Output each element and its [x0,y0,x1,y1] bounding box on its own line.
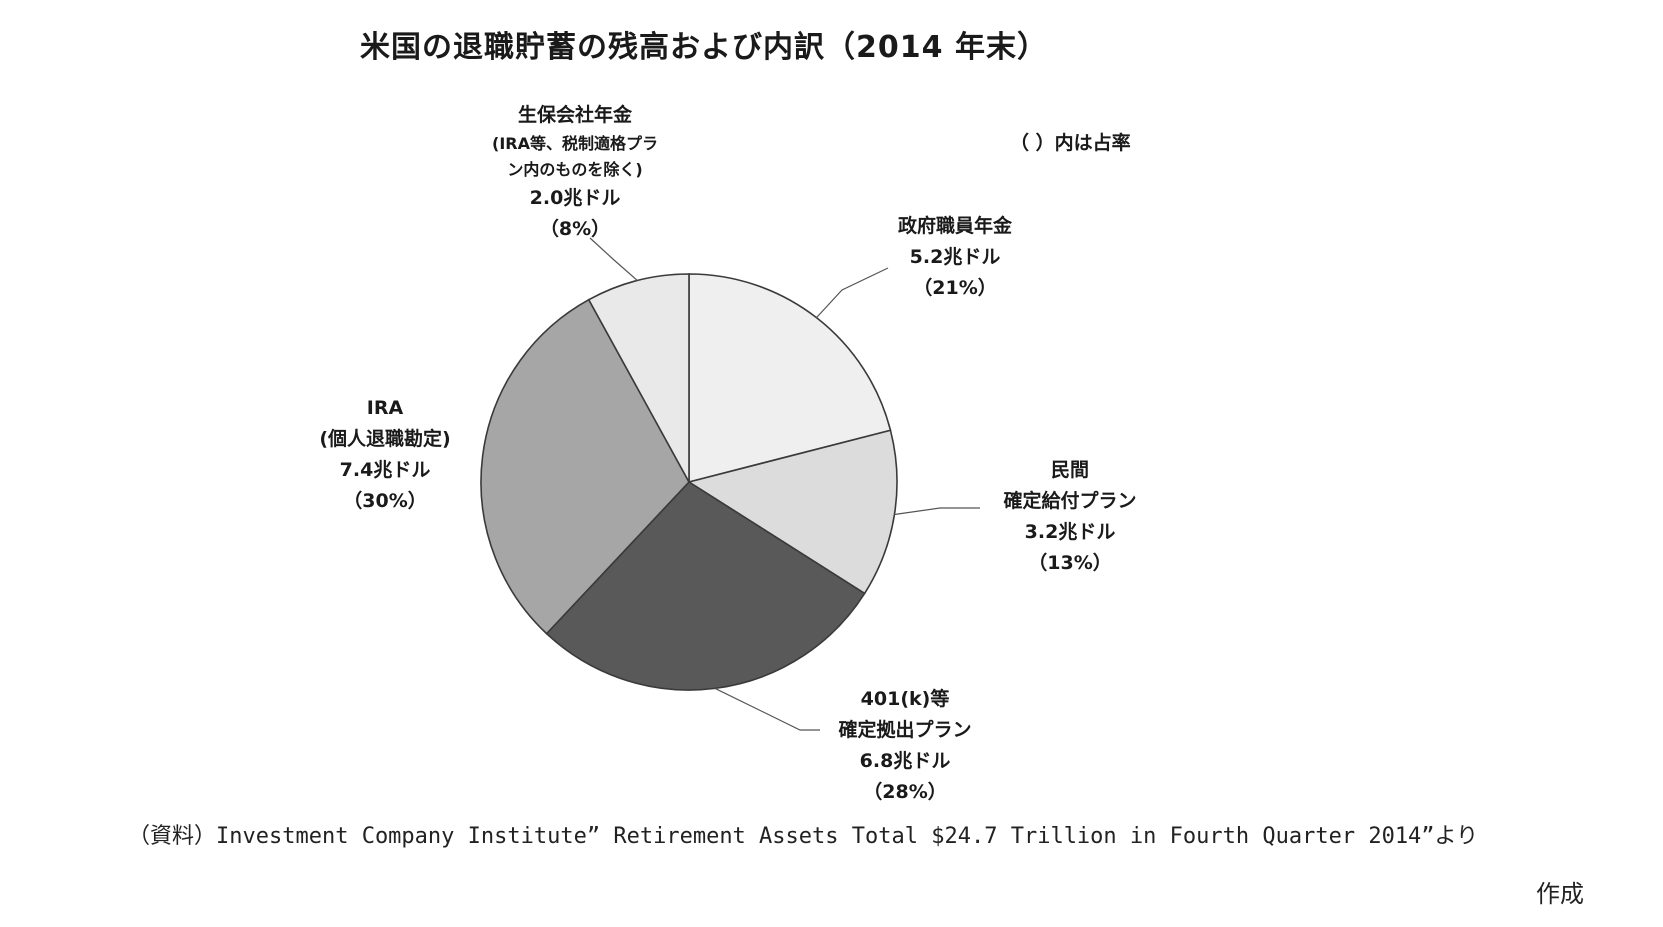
percent-note: （ ）内は占率 [1010,132,1131,154]
chart-title: 米国の退職貯蓄の残高および内訳（2014 年末） [360,30,1048,65]
label-insurance-note1: (IRA等、税制適格プラ [492,134,658,153]
label-government-name: 政府職員年金 [897,215,1012,237]
source-note-cont: 作成 [1536,880,1584,908]
label-government-percent: （21%） [913,277,997,299]
pie-slice [545,480,866,691]
label-dc-value: 6.8兆ドル [859,750,951,772]
label-government-value: 5.2兆ドル [909,246,1001,268]
label-private-db-name2: 確定給付プラン [1003,490,1137,512]
source-note: （資料）Investment Company Institute” Retire… [128,824,1479,849]
label-dc-name2: 確定拠出プラン [838,719,972,741]
pie-slice [587,273,690,483]
leader-line [894,507,980,516]
label-dc: 401(k)等 確定拠出プラン 6.8兆ドル （28%） [805,684,1005,808]
pie-slice [480,298,690,635]
label-dc-name: 401(k)等 [860,688,950,710]
label-ira-name: IRA [366,397,404,419]
label-dc-percent: （28%） [863,781,947,803]
leader-line [816,267,889,319]
label-ira-name2: (個人退職勘定) [319,428,451,450]
label-ira-value: 7.4兆ドル [339,459,431,481]
label-ira: IRA (個人退職勘定) 7.4兆ドル （30%） [285,393,485,517]
pie-slice [687,429,898,595]
leader-line [589,237,638,281]
label-insurance: 生保会社年金 (IRA等、税制適格プラ ン内のものを除く) 2.0兆ドル （8%… [455,100,695,245]
label-private-db-name: 民間 [1050,459,1089,481]
label-private-db: 民間 確定給付プラン 3.2兆ドル （13%） [970,455,1170,579]
label-insurance-value: 2.0兆ドル [529,187,621,209]
label-insurance-name: 生保会社年金 [517,104,632,126]
label-insurance-note2: ン内のものを除く) [507,160,643,179]
label-private-db-percent: （13%） [1028,552,1112,574]
label-private-db-value: 3.2兆ドル [1024,521,1116,543]
leader-line [714,687,820,731]
label-insurance-percent: （8%） [539,218,611,240]
label-government: 政府職員年金 5.2兆ドル （21%） [855,211,1055,304]
label-ira-percent: （30%） [343,490,427,512]
pie-slice [688,273,892,484]
